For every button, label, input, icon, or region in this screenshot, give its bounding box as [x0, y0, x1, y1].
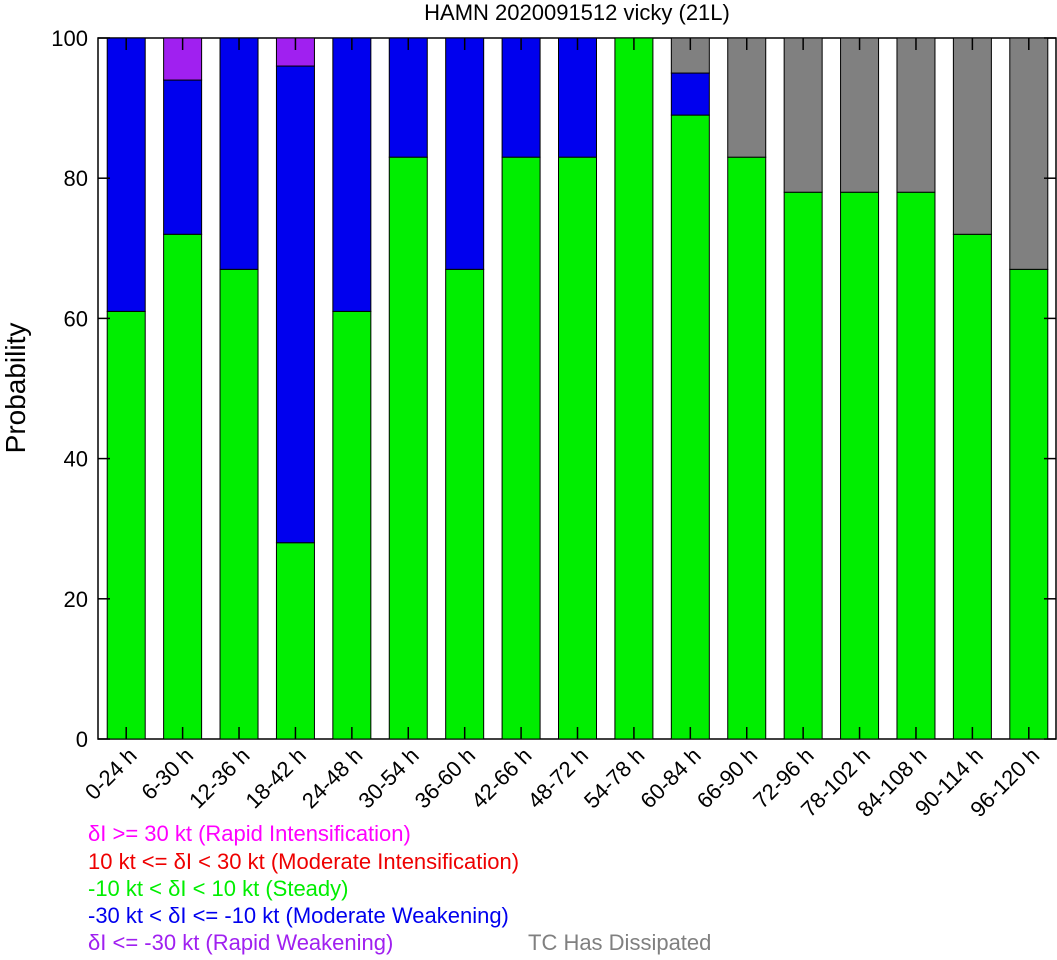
bar-segment-steady [332, 310, 372, 740]
legend-rapid-intensification: δI >= 30 kt (Rapid Intensification) [88, 821, 411, 846]
y-ticks: 0 20 40 60 80 100 [51, 26, 1056, 752]
bar-segment-moderate_weakening [501, 37, 541, 158]
bar-segment-dissipated [783, 37, 823, 193]
bar-segment-steady [614, 37, 654, 740]
y-tick-label: 100 [51, 26, 88, 51]
bar-segment-moderate_weakening [219, 37, 259, 270]
y-tick-label: 0 [76, 727, 88, 752]
bar-segment-moderate_weakening [106, 37, 146, 312]
bar-segment-moderate_weakening [163, 79, 203, 235]
bar-segment-steady [388, 156, 428, 740]
bar-segment-steady [1009, 268, 1049, 740]
bar-segment-steady [952, 233, 992, 740]
x-tick-label: 12-36 h [184, 743, 254, 813]
y-tick-label: 20 [64, 587, 88, 612]
x-tick-label: 66-90 h [692, 743, 762, 813]
bar-segment-dissipated [896, 37, 936, 193]
bar-segment-steady [727, 156, 767, 740]
chart-title: HAMN 2020091512 vicky (21L) [424, 0, 730, 25]
bar-segment-steady [219, 268, 259, 740]
x-tick-label: 48-72 h [523, 743, 593, 813]
bar-segment-steady [163, 233, 203, 740]
x-tick-label: 42-66 h [466, 743, 536, 813]
bar-segment-steady [501, 156, 541, 740]
bar-segment-moderate_weakening [275, 65, 315, 544]
bar-segment-dissipated [1009, 37, 1049, 270]
y-tick-label: 40 [64, 447, 88, 472]
bar-segment-steady [670, 114, 710, 740]
x-tick-label: 54-78 h [579, 743, 649, 813]
x-tick-label: 0-24 h [80, 743, 142, 805]
bar-segment-moderate_weakening [445, 37, 485, 270]
legend-steady: -10 kt < δI < 10 kt (Steady) [88, 876, 349, 901]
bar-segment-steady [783, 191, 823, 740]
legend-dissipated: TC Has Dissipated [528, 930, 712, 955]
y-axis-label: Probability [0, 323, 31, 454]
bar-segment-moderate_weakening [670, 72, 710, 116]
bar-segment-steady [275, 542, 315, 740]
bar-segment-steady [840, 191, 880, 740]
bar-segment-moderate_weakening [388, 37, 428, 158]
bar-segment-moderate_weakening [332, 37, 372, 312]
y-tick-label: 60 [64, 306, 88, 331]
bar-segment-moderate_weakening [558, 37, 597, 158]
legend-rapid-weakening: δI <= -30 kt (Rapid Weakening) [88, 930, 394, 955]
bar-segment-dissipated [840, 37, 880, 193]
bar-segment-dissipated [952, 37, 992, 235]
bars [106, 37, 1049, 740]
bar-segment-steady [896, 191, 936, 740]
bar-segment-steady [106, 310, 146, 740]
bar-segment-steady [445, 268, 485, 740]
x-tick-label: 60-84 h [635, 743, 705, 813]
legend-moderate-weakening: -30 kt < δI <= -10 kt (Moderate Weakenin… [88, 903, 509, 928]
x-tick-label: 30-54 h [353, 743, 423, 813]
x-tick-label: 24-48 h [297, 743, 367, 813]
x-tick-label: 18-42 h [241, 743, 311, 813]
y-tick-label: 80 [64, 166, 88, 191]
bar-segment-dissipated [727, 37, 767, 158]
legend-moderate-intensification: 10 kt <= δI < 30 kt (Moderate Intensific… [88, 849, 520, 874]
x-tick-label: 36-60 h [410, 743, 480, 813]
bar-segment-steady [558, 156, 597, 740]
